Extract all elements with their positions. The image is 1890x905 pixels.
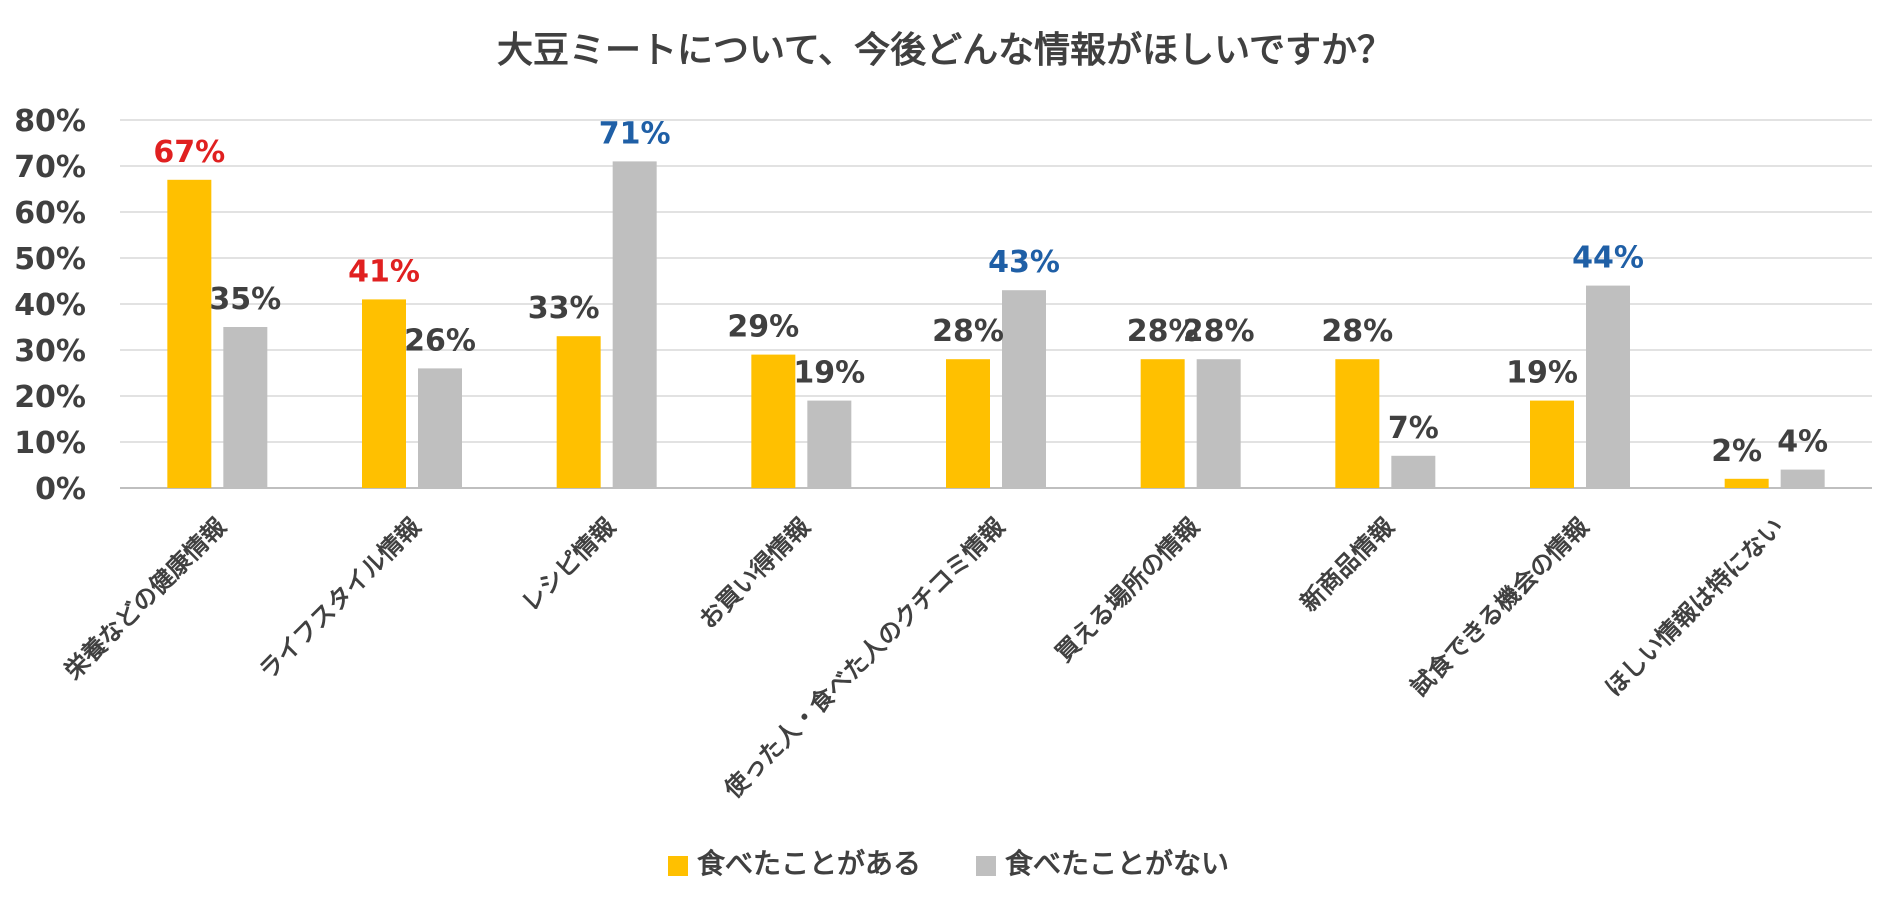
bar-not-tabeta-3 — [807, 400, 852, 488]
legend-label-tabeta: 食べたことがある — [697, 847, 921, 880]
y-tick-0: 0% — [35, 472, 86, 507]
data-label-not-tabeta-0: 35% — [209, 282, 281, 317]
data-label-tabeta-6: 28% — [1321, 314, 1393, 349]
data-label-not-tabeta-5: 28% — [1183, 314, 1255, 349]
y-axis-ticks: 0% 10% 20% 30% 40% 50% 60% 70% 80% — [14, 104, 86, 507]
data-label-not-tabeta-2: 71% — [599, 116, 671, 151]
x-axis-ticks: 栄養などの健康情報 ライフスタイル情報 レシピ情報 お買い得情報使った人・食べた人のク… — [58, 512, 1789, 805]
bar-tabeta-5 — [1140, 359, 1185, 488]
x-tick-label-2: レシピ情報 — [516, 512, 621, 617]
data-label-tabeta-5: 28% — [1127, 314, 1199, 349]
x-tick-label-0: 栄養などの健康情報 — [58, 512, 232, 686]
bar-not-tabeta-2 — [612, 161, 657, 488]
x-tick-label-5: 買える場所の情報 — [1050, 512, 1206, 668]
bar-tabeta-2 — [556, 336, 601, 488]
y-tick-40: 40% — [14, 288, 86, 323]
x-tick-label-1: ライフスタイル情報 — [254, 512, 427, 685]
data-label-not-tabeta-4: 43% — [988, 245, 1060, 280]
data-label-not-tabeta-1: 26% — [404, 323, 476, 358]
y-tick-20: 20% — [14, 380, 86, 415]
y-tick-10: 10% — [14, 426, 86, 461]
chart-title: 大豆ミートについて、今後どんな情報がほしいですか？ — [497, 30, 1393, 71]
data-label-not-tabeta-8: 4% — [1777, 425, 1828, 460]
data-label-tabeta-1: 41% — [348, 254, 420, 289]
data-label-tabeta-2: 33% — [528, 291, 600, 326]
data-label-tabeta-0: 67% — [153, 135, 225, 170]
bar-not-tabeta-7 — [1586, 285, 1630, 488]
x-tick-label-6: 新商品情報 — [1295, 512, 1400, 617]
bar-tabeta-8 — [1724, 478, 1769, 488]
bar-not-tabeta-4 — [1002, 290, 1046, 488]
data-label-not-tabeta-3: 19% — [793, 356, 865, 391]
bar-tabeta-6 — [1335, 359, 1380, 488]
data-label-not-tabeta-6: 7% — [1388, 411, 1439, 446]
data-labels: 67%35%41%26%33%71%29%19%28%43%28%28% 28%7… — [153, 116, 1828, 468]
y-tick-70: 70% — [14, 150, 86, 185]
x-tick-label-3: お買い得情報 — [694, 512, 816, 634]
y-tick-60: 60% — [14, 196, 86, 231]
bar-not-tabeta-6 — [1391, 455, 1436, 488]
x-tick-label-8: ほしい情報は特にない — [1599, 512, 1789, 702]
x-tick-label-7: 試食できる機会の情報 — [1405, 512, 1595, 702]
data-label-not-tabeta-7: 44% — [1572, 241, 1644, 276]
bar-not-tabeta-0 — [223, 327, 268, 488]
data-label-tabeta-7: 19% — [1506, 356, 1578, 391]
data-label-tabeta-3: 29% — [727, 310, 799, 345]
legend: 食べたことがある 食べたことがない — [668, 847, 1229, 880]
data-label-tabeta-4: 28% — [932, 314, 1004, 349]
bar-not-tabeta-5 — [1196, 359, 1241, 488]
bar-tabeta-0 — [167, 179, 212, 489]
data-label-tabeta-8: 2% — [1711, 434, 1762, 469]
bar-not-tabeta-8 — [1780, 469, 1825, 488]
bars — [167, 161, 1825, 489]
bar-tabeta-7 — [1530, 400, 1574, 488]
bar-tabeta-4 — [946, 359, 990, 488]
bar-tabeta-3 — [751, 354, 796, 488]
y-tick-50: 50% — [14, 242, 86, 277]
legend-label-not-tabeta: 食べたことがない — [1005, 847, 1229, 880]
legend-swatch-not-tabeta — [976, 856, 996, 876]
y-tick-80: 80% — [14, 104, 86, 139]
bar-not-tabeta-1 — [418, 368, 462, 488]
gridlines — [120, 119, 1872, 489]
legend-swatch-tabeta — [668, 856, 688, 876]
y-tick-30: 30% — [14, 334, 86, 369]
bar-tabeta-1 — [362, 299, 406, 488]
